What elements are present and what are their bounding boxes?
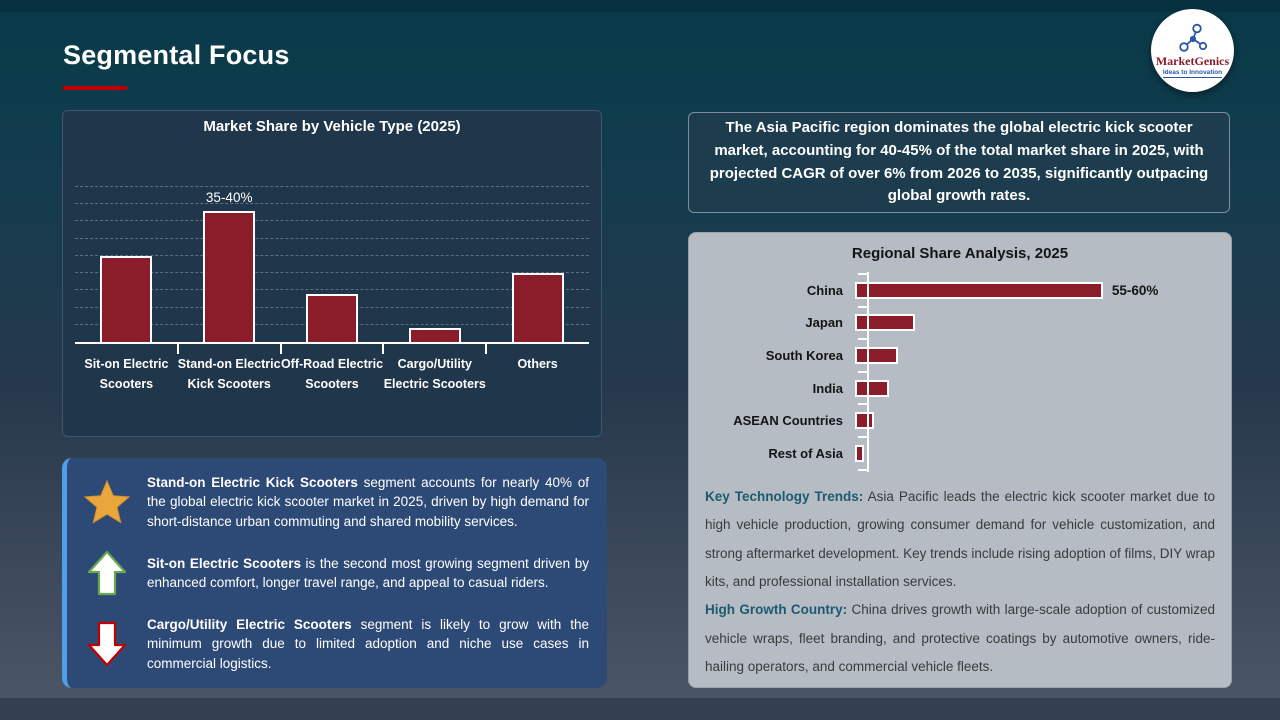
bar-column [383,307,486,342]
bar-data-label: 55-60% [1111,282,1159,298]
gridline [75,220,589,222]
bar [100,255,153,342]
gridline [75,272,589,273]
vehicle-type-x-axis-labels: Sit-on Electric Scooters Stand-on Electri… [75,344,589,394]
axis-tick [858,436,867,438]
segment-insights-panel: Stand-on Electric Kick Scooters segment … [62,458,607,688]
bar [855,346,899,364]
bar [305,293,358,342]
gridline [75,185,589,187]
bar [203,210,256,342]
axis-tick [858,273,867,275]
bar [855,314,916,332]
category-label: Rest of Asia [768,445,843,461]
high-growth-country-lead: High Growth Country: [705,602,848,618]
category-label: Japan [805,315,843,331]
vehicle-type-chart-panel: Market Share by Vehicle Type (2025) 35-4… [62,110,602,437]
vehicle-type-plot-area: 35-40% [75,136,589,344]
category-label: ASEAN Countries [733,413,843,429]
logo-name: MarketGenics [1155,54,1230,68]
bar-column [486,252,589,342]
key-technology-trends-text: Asia Pacific leads the electric kick sco… [705,489,1216,590]
hbar-track [855,339,1215,372]
hbar-row: Rest of Asia [705,437,1215,470]
down-arrow-icon [79,621,135,667]
hbar-row: India [705,372,1215,405]
bar [855,444,864,462]
title-underline [63,86,127,90]
category-label: China [806,282,843,298]
gridline [75,203,589,204]
up-arrow-icon [79,550,135,596]
bar [408,328,461,342]
axis-tick [858,468,867,471]
bar [511,273,564,342]
category-label: Sit-on Electric Scooters [84,357,169,391]
category-label: Cargo/Utility Electric Scooters [382,344,486,394]
insight-cargo-text: Cargo/Utility Electric Scooters segment … [147,617,589,671]
bar [855,412,875,430]
hbar-track [855,307,1215,340]
top-strip [0,0,1280,12]
hbar-track [855,404,1215,437]
gridline [75,237,589,239]
regional-share-chart: China 55-60% Japan South Korea India ASEAN Co… [705,272,1215,472]
vehicle-type-chart-title: Market Share by Vehicle Type (2025) [203,118,461,135]
bar-data-label: 35-40% [205,189,253,205]
regional-analysis-panel: Regional Share Analysis, 2025 China 55-60… [688,232,1232,688]
axis-tick [858,403,867,406]
axis-tick [858,370,867,373]
bar-column [75,235,178,342]
category-label: India [812,380,843,396]
logo-tagline: Ideas to Innovation [1162,69,1223,78]
marketgenics-logo: MarketGenics Ideas to Innovation [1151,9,1234,92]
bar [855,281,1103,299]
hbar-row: Japan [705,307,1215,340]
high-growth-country-text: China drives growth with large-scale ado… [705,602,1215,675]
gridline [75,254,589,256]
bar-column [281,273,384,342]
hbar-row: ASEAN Countries [705,404,1215,437]
insight-standon: Stand-on Electric Kick Scooters segment … [79,473,589,531]
category-label: Others [485,344,589,394]
regional-paragraphs: Key Technology Trends: Asia Pacific lead… [705,483,1215,681]
insight-cargo: Cargo/Utility Electric Scooters segment … [79,615,589,673]
category-label: Off-Road Electric Scooters [279,344,384,394]
asia-pacific-highlight: The Asia Pacific region dominates the gl… [688,112,1230,213]
hbar-track [855,372,1215,405]
axis-tick [858,305,867,308]
category-label: Stand-on Electric Kick Scooters [176,344,281,394]
insight-standon-text: Stand-on Electric Kick Scooters segment … [147,475,589,529]
insight-siton: Sit-on Electric Scooters is the second m… [79,550,589,596]
gridline [75,289,589,291]
hbar-track [855,437,1215,470]
hbar-track: 55-60% [855,274,1215,307]
hbar-row: South Korea [705,339,1215,372]
axis-tick [858,338,867,341]
y-axis-line [867,272,869,472]
category-label: South Korea [765,347,843,363]
insight-siton-text: Sit-on Electric Scooters is the second m… [147,555,589,590]
bar [855,379,890,397]
regional-chart-title: Regional Share Analysis, 2025 [851,245,1069,262]
bar-column: 35-40% [178,190,281,342]
page-title: Segmental Focus [63,40,290,70]
bottom-strip [0,698,1280,720]
hbar-row: China 55-60% [705,274,1215,307]
key-technology-trends-lead: Key Technology Trends: [705,489,864,504]
molecule-icon [1178,23,1207,52]
star-icon [79,479,135,525]
